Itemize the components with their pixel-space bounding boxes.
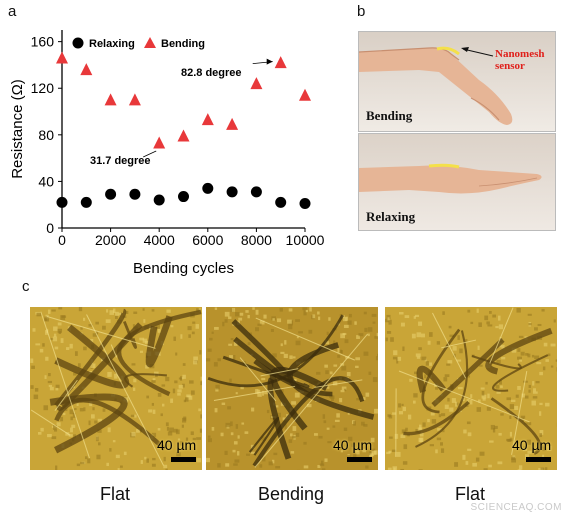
relaxing-point	[202, 182, 214, 194]
relaxing-point	[250, 186, 262, 198]
bending-point	[226, 117, 239, 130]
x-tick-label: 2000	[95, 232, 126, 248]
photo-caption-bending: Bending	[366, 108, 413, 123]
photo-bending: Bending Nanomesh sensor	[358, 31, 556, 132]
panel-label-b: b	[357, 3, 366, 20]
y-tick-label: 120	[31, 80, 55, 96]
bending-point	[250, 77, 263, 90]
bending-point	[80, 63, 93, 76]
scale-bar-3	[526, 457, 551, 462]
micrograph-caption-3: Flat	[454, 484, 485, 504]
scale-label-1: 40 µm	[157, 437, 197, 453]
bending-point	[274, 56, 287, 69]
scale-label-2: 40 µm	[333, 437, 373, 453]
x-axis-label: Bending cycles	[133, 260, 234, 277]
y-axis-label: Resistance (Ω)	[9, 79, 26, 179]
panel-label-a: a	[8, 3, 17, 20]
micrograph-texture-1	[30, 307, 202, 470]
sensor-label: Nanomesh sensor	[495, 48, 545, 72]
micrograph-3: 40 µm	[385, 307, 557, 470]
scale-label-3: 40 µm	[512, 437, 552, 453]
legend-label: Bending	[161, 38, 205, 50]
x-tick-label: 6000	[192, 232, 223, 248]
panel-label-c: c	[22, 278, 30, 295]
bending-point	[128, 93, 141, 106]
relaxing-point	[275, 196, 287, 208]
legend-marker-relaxing	[72, 37, 84, 49]
legend-marker-bending	[144, 37, 156, 48]
relaxing-point	[105, 188, 117, 200]
bending-point	[201, 113, 214, 126]
micrograph-caption-1: Flat	[99, 484, 130, 504]
bending-point	[104, 93, 117, 106]
annotation-31-7: 31.7 degree	[90, 155, 151, 167]
photo-relaxing: Relaxing	[358, 133, 556, 231]
relaxing-point	[226, 186, 238, 198]
bending-point	[56, 51, 68, 64]
scale-bar-2	[347, 457, 372, 462]
legend-label: Relaxing	[89, 38, 135, 50]
y-tick-label: 0	[46, 220, 54, 236]
annotation-arrowhead	[266, 58, 273, 65]
sensor-arrow	[461, 47, 494, 57]
relaxing-point	[56, 196, 68, 208]
x-tick-label: 0	[58, 232, 66, 248]
micrograph-1: 40 µm	[30, 307, 202, 470]
relaxing-point	[129, 188, 141, 200]
bending-point	[153, 136, 166, 149]
relaxing-point	[153, 194, 165, 206]
micrograph-caption-2: Bending	[257, 484, 325, 504]
watermark: SCIENCEAQ.COM	[470, 502, 562, 513]
y-tick-label: 160	[31, 34, 55, 50]
bending-hand-illustration	[359, 32, 555, 131]
relaxing-point	[299, 198, 311, 210]
relaxing-hand-illustration	[359, 134, 555, 230]
micrograph-texture-3	[385, 307, 557, 470]
photo-caption-relaxing: Relaxing	[366, 209, 416, 224]
relaxing-point	[178, 191, 189, 203]
scale-bar-1	[171, 457, 196, 462]
annotation-82-8: 82.8 degree	[181, 67, 242, 79]
bending-point	[299, 88, 311, 101]
x-tick-label: 8000	[241, 232, 272, 248]
x-tick-label: 4000	[144, 232, 175, 248]
bending-point	[177, 129, 190, 142]
relaxing-point	[80, 196, 92, 208]
annotation-leader	[143, 150, 157, 158]
y-tick-label: 80	[38, 127, 54, 143]
y-tick-label: 40	[38, 173, 54, 189]
resistance-chart: 0 2000 4000 6000 8000 10000 0 40 80 120 160 Bending…	[9, 30, 325, 277]
sensor-label-line1: Nanomesh	[495, 48, 545, 60]
micrograph-2: 40 µm	[206, 307, 378, 470]
sensor-label-line2: sensor	[495, 60, 525, 72]
x-tick-label: 10000	[286, 232, 325, 248]
